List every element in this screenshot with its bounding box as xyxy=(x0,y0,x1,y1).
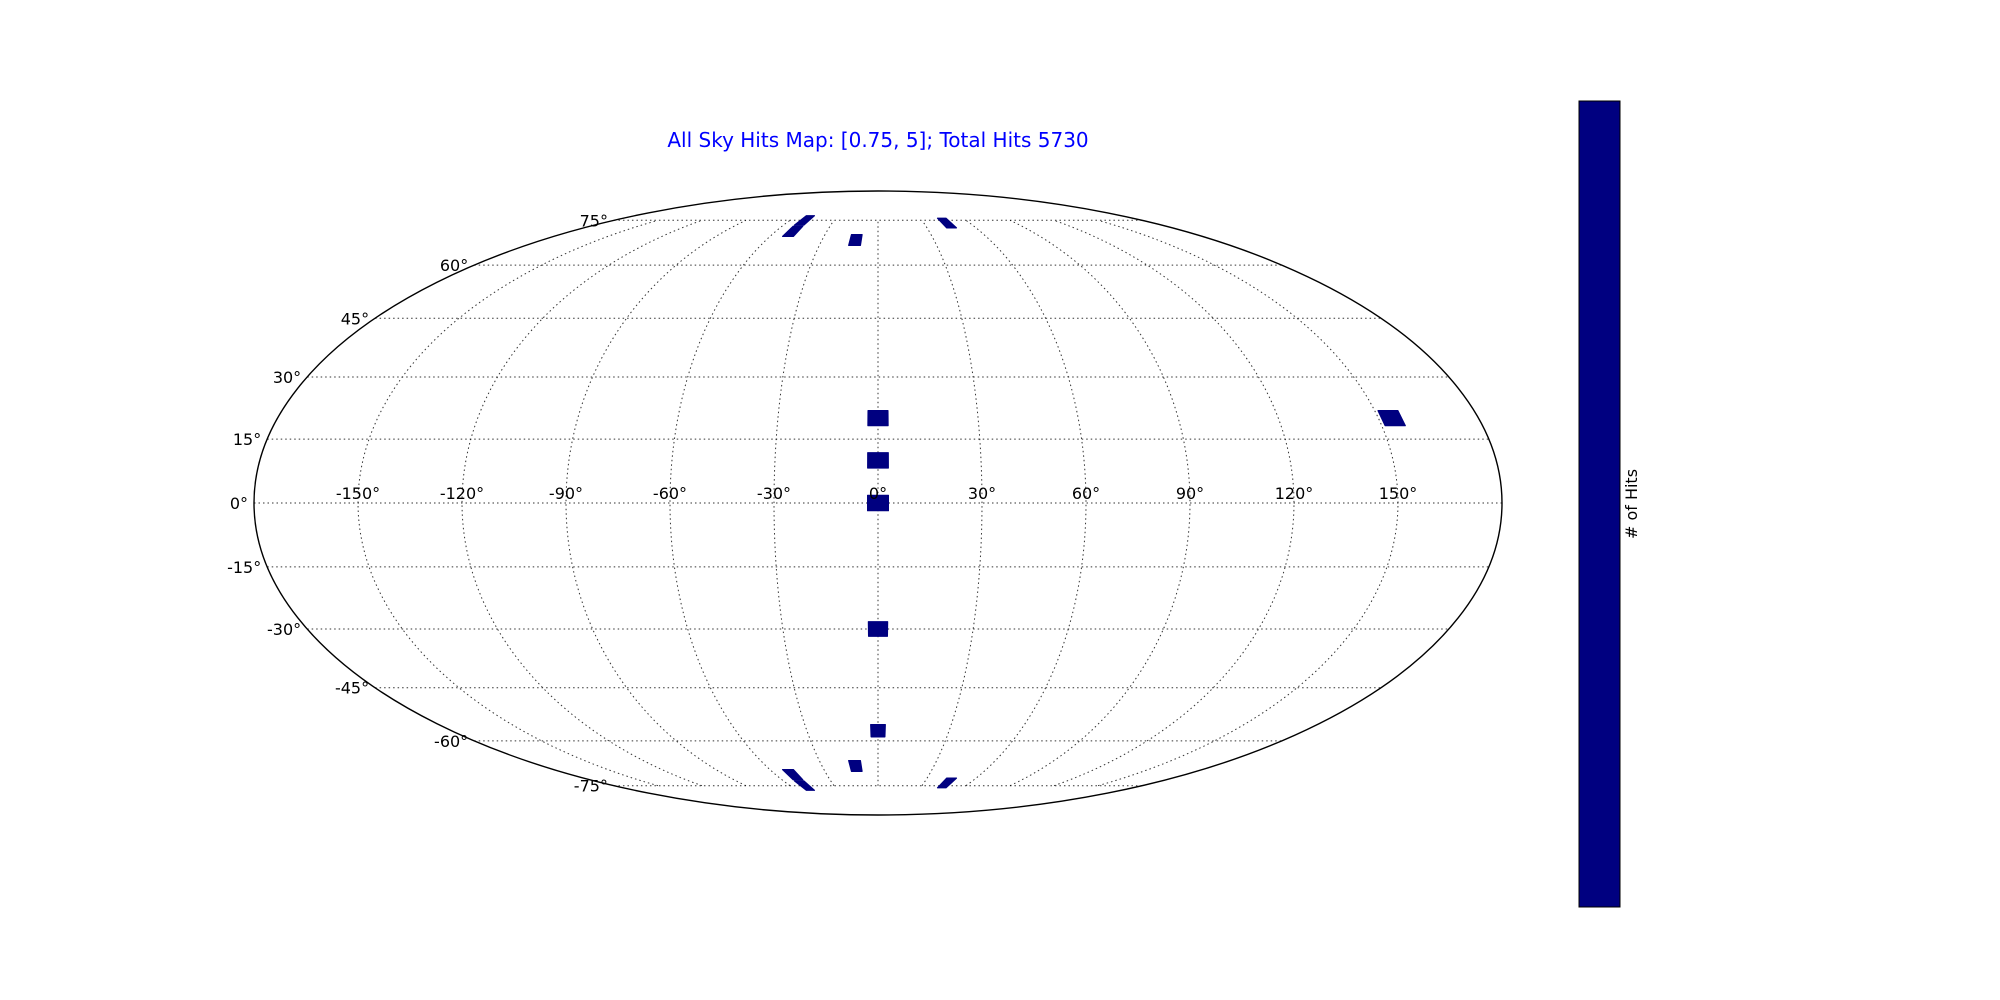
y-tick-label: -45° xyxy=(335,679,369,698)
hit-patch xyxy=(793,780,816,791)
hit-patch xyxy=(936,777,958,789)
y-tick-label: 15° xyxy=(233,430,261,449)
x-tick-label: 0° xyxy=(869,484,887,503)
tick-labels: -150° -120° -90° -60° -30° 0° 30° 60° 90° 120° 150… xyxy=(227,211,1417,795)
hit-patch xyxy=(867,621,889,637)
x-tick-label: -150° xyxy=(336,484,380,503)
x-tick-label: -60° xyxy=(653,484,687,503)
hit-patch xyxy=(848,234,863,246)
y-tick-label: -15° xyxy=(227,558,261,577)
x-tick-label: 120° xyxy=(1275,484,1314,503)
map-outline xyxy=(253,190,1503,816)
hit-patch xyxy=(867,452,889,469)
meridian-line xyxy=(773,220,835,786)
hit-patch xyxy=(870,724,886,738)
hit-patch xyxy=(936,217,958,229)
x-tick-label: 90° xyxy=(1176,484,1204,503)
y-tick-label: 0° xyxy=(230,494,248,513)
meridian-line xyxy=(921,220,983,786)
hit-patch xyxy=(781,225,804,238)
colorbar xyxy=(1578,100,1621,908)
x-tick-label: 30° xyxy=(968,484,996,503)
y-tick-label: 45° xyxy=(341,309,369,328)
x-tick-label: -120° xyxy=(440,484,484,503)
x-tick-label: -90° xyxy=(549,484,583,503)
y-tick-label: -30° xyxy=(267,620,301,639)
y-tick-label: 75° xyxy=(580,211,608,230)
y-tick-label: -60° xyxy=(434,732,468,751)
hit-patch xyxy=(793,215,816,226)
hit-patch xyxy=(1377,410,1406,427)
hit-patches xyxy=(781,215,1406,791)
hit-patch xyxy=(867,494,889,512)
y-tick-label: -75° xyxy=(574,777,608,796)
x-tick-label: 150° xyxy=(1379,484,1418,503)
y-tick-label: 30° xyxy=(273,368,301,387)
hit-patch xyxy=(867,410,889,427)
graticule-grid xyxy=(254,219,1502,787)
x-tick-label: -30° xyxy=(757,484,791,503)
y-tick-label: 60° xyxy=(440,256,468,275)
hit-patch xyxy=(781,768,804,781)
x-tick-label: 60° xyxy=(1072,484,1100,503)
colorbar-label: # of Hits xyxy=(1622,469,1641,539)
chart-title: All Sky Hits Map: [0.75, 5]; Total Hits … xyxy=(667,128,1088,152)
hit-patch xyxy=(848,760,863,772)
